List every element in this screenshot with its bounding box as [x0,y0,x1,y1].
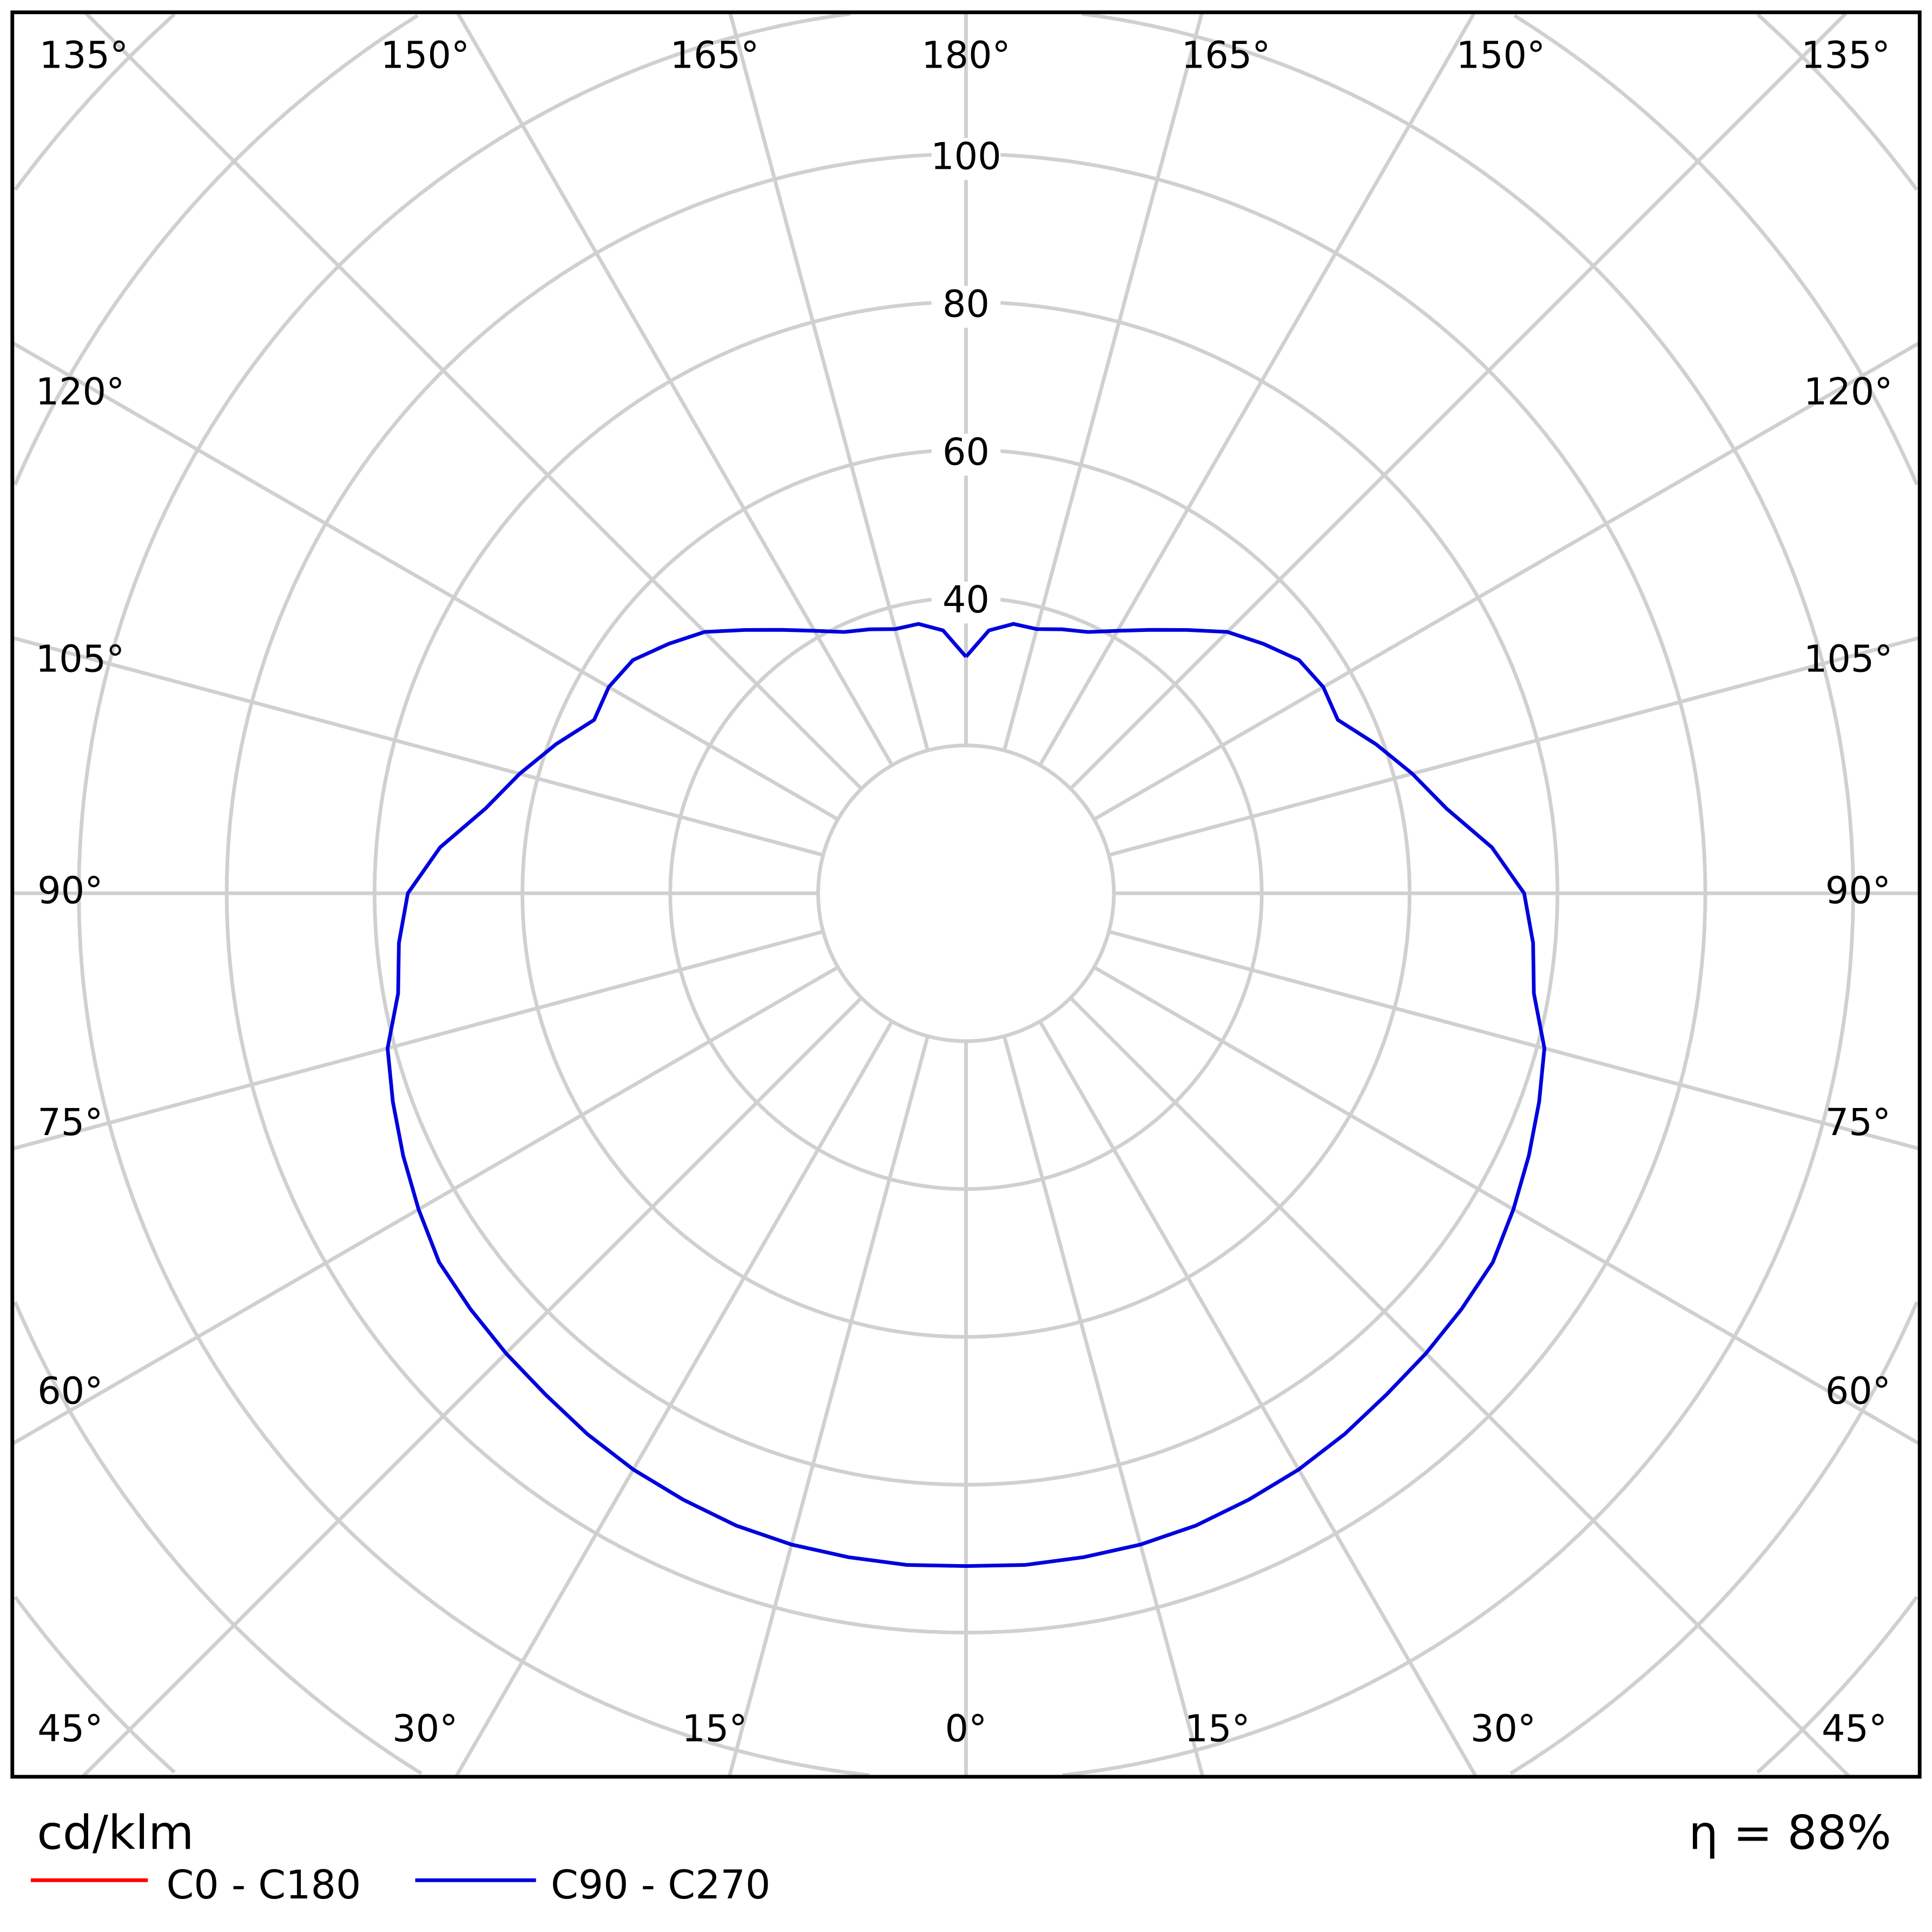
grid-spoke [1002,13,1204,751]
angle-label-top: 150° [1456,35,1546,77]
angle-label-left: 120° [36,371,125,413]
grid-spoke [13,929,824,1151]
angle-label-top: 135° [39,35,129,77]
grid-ring [13,14,419,486]
grid-spoke [1108,636,1919,857]
grid-ring [77,12,870,1777]
angle-label-bottom: 45° [37,1707,103,1750]
grid-spoke [1093,341,1920,821]
grid-ring [1082,12,1855,894]
angle-label-top: 150° [380,35,470,77]
grid-spoke [728,13,930,751]
radial-tick-label: 60 [942,431,990,474]
angle-label-bottom: 30° [392,1707,458,1750]
radial-tick-bg [931,433,1001,476]
grid-ring [14,12,176,191]
angle-label-left: 75° [37,1102,103,1144]
angle-label-bottom: 0° [945,1707,987,1750]
angle-label-right: 105° [1804,638,1893,681]
grid-ring [816,743,1116,1043]
angle-label-top: 165° [670,35,760,77]
plot-frame [10,10,1922,1779]
grid-spoke [1002,1036,1204,1776]
grid-spoke [1108,929,1919,1151]
grid-spoke [728,1036,930,1776]
radial-tick-labels: 40 60 80 100 [931,135,1001,624]
grid-spoke [1069,996,1850,1777]
grid-ring [1756,12,1918,191]
angle-label-left: 90° [37,870,103,913]
grid-spoke [82,996,863,1777]
angle-label-top: 180° [921,35,1011,77]
radial-tick-bg [931,286,1001,328]
angle-label-left: 60° [37,1370,103,1413]
angle-label-right: 60° [1825,1370,1891,1413]
legend-label-c90-c270: C90 - C270 [551,1862,770,1908]
radial-tick-bg [931,581,1001,624]
unit-label: cd/klm [37,1806,194,1860]
series-line-c90-c270 [385,622,1547,1568]
angle-label-top: 165° [1182,35,1271,77]
grid-spoke [1069,12,1847,790]
grid-ring [1509,1301,1919,1775]
grid-spoke [85,12,863,790]
grid-ring [14,1595,176,1774]
radial-tick-label: 100 [931,135,1001,178]
angle-label-right: 90° [1825,870,1891,913]
angle-label-right: 75° [1825,1102,1891,1144]
grid-spoke [13,636,824,857]
angle-label-bottom: 45° [1822,1707,1887,1750]
polar-grid [12,12,1920,1777]
grid-ring [1756,1595,1918,1774]
angle-label-bottom: 15° [682,1707,747,1750]
angle-label-bottom: 30° [1471,1707,1536,1750]
grid-spoke [455,1020,894,1777]
grid-spoke [456,12,894,767]
grid-ring [1513,14,1919,486]
grid-ring [1062,893,1855,1777]
legend-label-c0-c180: C0 - C180 [166,1862,361,1908]
angle-labels: 135° 150° 165° 180° 165° 150° 135° 120° 105° 90° 7… [36,35,1893,1751]
series-curves [385,622,1547,1568]
angle-label-left: 105° [36,638,125,681]
radial-tick-bg [931,138,1001,180]
grid-ring [13,1301,423,1775]
radial-tick-label: 40 [942,579,990,622]
angle-label-right: 120° [1804,371,1893,413]
grid-spoke [1093,965,1920,1445]
radial-tick-label: 80 [942,283,990,326]
efficiency-label: η = 88% [1689,1806,1891,1860]
grid-spoke [12,341,839,821]
grid-spoke [1038,12,1476,767]
grid-spoke [12,965,839,1445]
grid-spoke [1038,1020,1477,1777]
angle-label-bottom: 15° [1185,1707,1250,1750]
angle-label-top: 135° [1801,35,1890,77]
